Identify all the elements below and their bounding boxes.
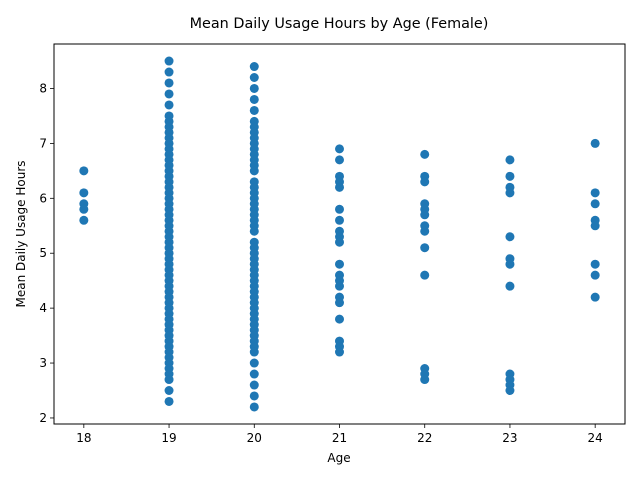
data-point-age-21-9 (335, 237, 344, 247)
data-point-age-20-49 (249, 391, 259, 401)
data-point-age-20-48 (249, 380, 259, 390)
data-point-age-20-24 (249, 226, 259, 236)
data-point-age-21-10 (335, 259, 344, 269)
y-tick-label-8: 8 (39, 81, 47, 95)
data-point-age-21-1 (335, 155, 344, 165)
data-point-age-20-46 (249, 358, 259, 368)
data-point-age-19-2 (164, 78, 174, 88)
plot-area (53, 43, 626, 425)
data-point-age-20-45 (249, 347, 259, 357)
data-point-age-21-4 (335, 182, 344, 192)
data-point-age-24-4 (590, 221, 600, 231)
data-point-age-21-15 (335, 298, 344, 308)
y-tick-label-4: 4 (39, 301, 47, 315)
data-point-age-19-1 (164, 67, 174, 77)
data-point-age-18-4 (79, 215, 89, 225)
data-point-age-23-4 (505, 232, 515, 242)
x-tick-label-18: 18 (76, 431, 91, 445)
x-tick-label-19: 19 (161, 431, 176, 445)
data-points (79, 56, 600, 412)
y-axis-ticks: 2 3 4 5 6 7 8 (39, 81, 54, 425)
data-point-age-19-3 (164, 89, 174, 99)
data-point-age-20-47 (249, 369, 259, 379)
data-point-age-21-13 (335, 281, 344, 291)
data-point-age-20-4 (249, 105, 259, 115)
data-point-age-19-55 (164, 396, 174, 406)
x-tick-label-24: 24 (588, 431, 603, 445)
data-point-age-23-1 (505, 171, 515, 181)
data-point-age-22-2 (420, 177, 430, 187)
x-axis-label: Age (327, 451, 350, 465)
chart-title: Mean Daily Usage Hours by Age (Female) (190, 16, 489, 32)
y-tick-label-6: 6 (39, 191, 47, 205)
data-point-age-22-5 (420, 210, 430, 220)
x-tick-label-22: 22 (417, 431, 432, 445)
data-point-age-20-1 (249, 73, 259, 82)
data-point-age-23-11 (505, 386, 515, 395)
data-point-age-20-50 (249, 402, 259, 412)
data-point-age-22-8 (420, 243, 430, 253)
x-tick-label-23: 23 (502, 431, 517, 445)
y-tick-label-2: 2 (39, 411, 47, 425)
data-point-age-21-16 (335, 314, 344, 324)
data-point-age-22-12 (420, 375, 430, 385)
x-axis-ticks: 18 19 20 21 22 23 24 (76, 424, 603, 445)
data-point-age-24-7 (590, 292, 600, 302)
data-point-age-22-7 (420, 226, 430, 236)
y-axis-label: Mean Daily Usage Hours (14, 160, 28, 307)
data-point-age-21-0 (335, 144, 344, 154)
data-point-age-23-7 (505, 281, 515, 291)
data-point-age-20-3 (249, 94, 259, 104)
data-point-age-18-1 (79, 188, 89, 198)
data-point-age-19-0 (164, 56, 174, 66)
data-point-age-21-5 (335, 204, 344, 214)
data-point-age-19-53 (164, 375, 174, 385)
data-point-age-24-5 (590, 259, 600, 269)
data-point-age-20-14 (249, 166, 259, 176)
data-point-age-19-4 (164, 100, 174, 110)
data-point-age-23-3 (505, 188, 515, 198)
y-tick-label-3: 3 (39, 356, 47, 370)
data-point-age-20-2 (249, 83, 259, 93)
data-point-age-18-0 (79, 166, 89, 176)
y-tick-label-5: 5 (39, 246, 47, 260)
data-point-age-22-9 (420, 270, 430, 280)
data-point-age-23-0 (505, 155, 515, 165)
y-tick-label-7: 7 (39, 136, 47, 150)
data-point-age-21-19 (335, 347, 344, 357)
data-point-age-20-0 (249, 62, 259, 72)
data-point-age-21-6 (335, 215, 344, 225)
data-point-age-24-1 (590, 188, 600, 198)
data-point-age-24-2 (590, 199, 600, 209)
data-point-age-23-6 (505, 259, 515, 269)
data-point-age-24-0 (590, 138, 600, 148)
data-point-age-24-6 (590, 270, 600, 280)
data-point-age-22-0 (420, 149, 430, 159)
data-point-age-19-54 (164, 386, 174, 395)
data-point-age-18-3 (79, 204, 89, 214)
x-tick-label-20: 20 (247, 431, 262, 445)
x-tick-label-21: 21 (332, 431, 347, 445)
